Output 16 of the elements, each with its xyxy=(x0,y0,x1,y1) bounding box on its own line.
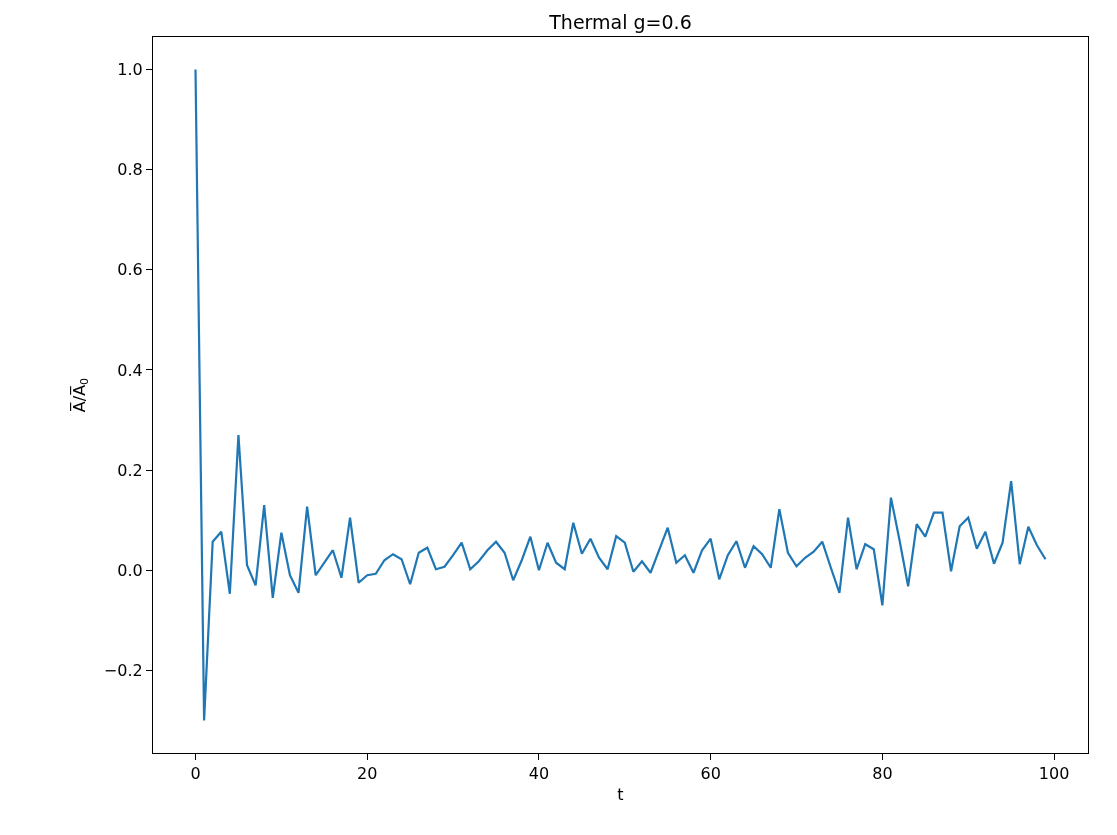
x-tick-label: 20 xyxy=(357,764,378,784)
y-tick-label: 0.4 xyxy=(117,360,143,380)
y-tick-label: −0.2 xyxy=(103,660,143,680)
chart-title: Thermal g=0.6 xyxy=(548,10,692,33)
x-tick-label: 60 xyxy=(700,764,721,784)
y-tick-label: 0.0 xyxy=(117,560,143,580)
x-tick-label: 0 xyxy=(190,764,201,784)
y-tick-label: 0.8 xyxy=(117,160,143,180)
line-series xyxy=(194,68,1047,722)
x-axis-title: t xyxy=(617,785,624,804)
x-tick-label: 80 xyxy=(872,764,893,784)
x-tick-label: 40 xyxy=(528,764,550,784)
y-tick-label: 0.6 xyxy=(117,260,143,280)
x-tick-label: 100 xyxy=(1038,764,1070,784)
y-tick-label: 0.2 xyxy=(117,460,143,480)
y-tick-label: 1.0 xyxy=(117,60,143,80)
